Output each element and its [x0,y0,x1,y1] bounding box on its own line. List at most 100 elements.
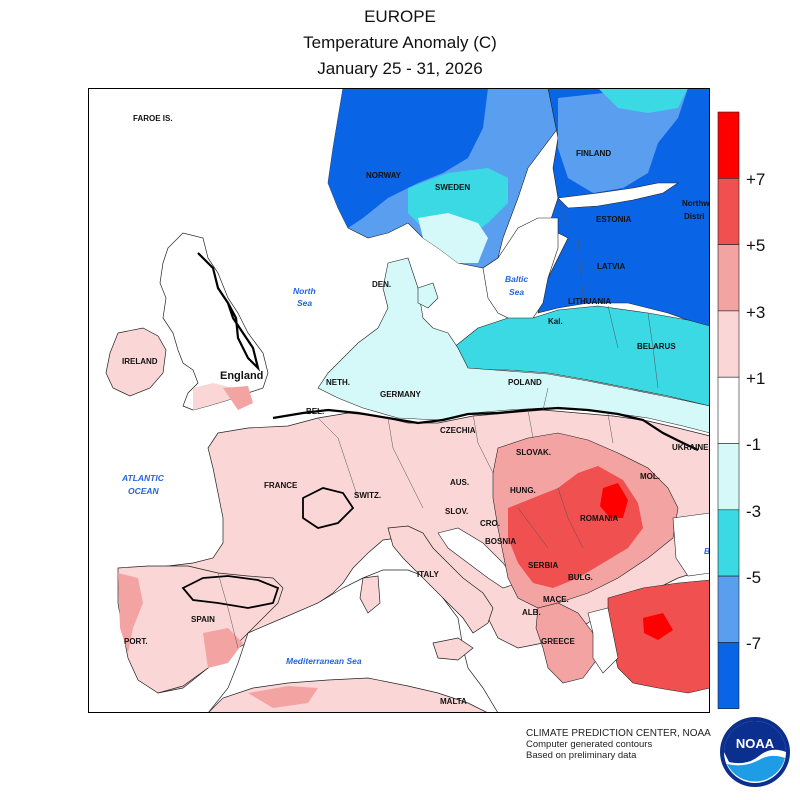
anomaly-lightcyan-sweden [418,213,488,263]
legend-bin-3 [717,310,740,378]
anomaly-cyan-belarus [452,305,710,407]
map-label-atlantic-2: OCEAN [128,486,160,496]
legend-label-plus-7: +7 [746,170,765,189]
aegean-sea [587,607,619,674]
map-label-czechia: CZECHIA [440,426,476,435]
credits-data-note: Based on preliminary data [526,750,637,761]
anomaly-med-pink-spain-south [203,628,243,668]
land-sardinia [359,575,381,614]
map-label-estonia: ESTONIA [596,215,632,224]
map-label-ireland: IRELAND [122,357,158,366]
legend-label-plus-1: +1 [746,369,765,388]
title-region: EUROPE [364,7,436,26]
map-label-sweden: SWEDEN [435,183,470,192]
map-label-northwest-2: Distri [684,212,704,221]
map-label-england: England [220,370,263,382]
noaa-logo-sky [724,721,786,764]
black-sea [672,512,710,577]
land-denmark-islands [417,282,439,309]
map-label-port: PORT. [124,637,148,646]
anomaly-bright-red-turkey [643,613,673,640]
legend-bin-0 [717,111,740,179]
map-label-serbia: SERBIA [528,561,558,570]
map-label-romania: ROMANIA [580,514,618,523]
map-label-den: DEN. [372,280,391,289]
anomaly-blue-finland [558,88,688,193]
map-label-med-sea: Mediterranean Sea [286,656,362,666]
zero-contour-iberia [181,575,280,609]
legend-label-minus-7: -7 [746,634,761,653]
map-frame [88,88,710,713]
adriatic-sea [437,527,519,589]
map-label-northwest-1: Northw [682,199,710,208]
gulf-of-finland [557,182,679,209]
map-label-latvia: LATVIA [597,262,626,271]
legend-label-minus-1: -1 [746,435,761,454]
map-label-cro: CRO. [480,519,500,528]
map-label-north-sea-2: Sea [297,298,312,308]
color-legend: +7 +5 +3 +1 -1 -3 -5 -7 [717,111,765,710]
legend-bin-8 [717,642,740,710]
noaa-logo: NOAA [720,717,790,787]
map-label-maced: MACE. [543,595,569,604]
legend-bin-6 [717,509,740,577]
map-label-kal: Kal. [548,317,563,326]
anomaly-cyan-finland-north [598,88,688,113]
legend-label-minus-3: -3 [746,502,761,521]
map-label-poland: POLAND [508,378,542,387]
legend-label-minus-5: -5 [746,568,761,587]
zero-contour-central [272,406,699,451]
map-label-faroe: FAROE IS. [133,114,173,123]
map-label-italy: ITALY [417,570,439,579]
map-label-slovak: SLOVAK. [516,448,551,457]
map-label-france: FRANCE [264,481,298,490]
anomaly-dark-blue-norway [328,88,488,228]
anomaly-med-pink-africa [248,686,318,708]
map-label-belarus: BELARUS [637,342,676,351]
noaa-logo-sea [727,755,785,782]
legend-bin-1 [717,178,740,245]
anomaly-map: FAROE IS. NORWAY SWEDEN FINLAND ESTONIA … [88,88,710,713]
map-label-hung: HUNG. [510,486,536,495]
map-label-ukraine: UKRAINE [672,443,709,452]
anomaly-pink-england-west [223,386,253,410]
map-label-slov: SLOV. [445,507,468,516]
land-greece [535,602,599,684]
map-label-greece: GREECE [541,637,575,646]
map-label-bel: BEL. [306,407,324,416]
legend-bin-4 [717,376,740,444]
map-label-bosnia: BOSNIA [485,537,516,546]
title-block: EUROPE Temperature Anomaly (C) January 2… [0,4,800,82]
credits-method: Computer generated contours [526,739,653,750]
map-label-finland: FINLAND [576,149,611,158]
country-borders [217,197,659,649]
map-label-atlantic-1: ATLANTIC [121,473,165,483]
mediterranean-sea [207,569,499,713]
map-label-spain: SPAIN [191,615,215,624]
map-label-germany: GERMANY [380,390,422,399]
land-italy [387,525,494,634]
map-label-baltic-sea-2: Sea [509,287,524,297]
land-sicily [432,637,474,661]
baltic-sea [482,217,559,324]
legend-bin-2 [717,244,740,312]
credits: CLIMATE PREDICTION CENTER, NOAA Computer… [526,728,711,761]
zero-contour-alps [302,487,355,529]
map-label-switz: SWITZ. [354,491,381,500]
map-label-norway: NORWAY [366,171,402,180]
title-date-range: January 25 - 31, 2026 [317,59,483,78]
anomaly-lightcyan-central [317,257,710,434]
map-label-north-sea-1: North [293,286,316,296]
map-label-lithuania: LITHUANIA [568,297,611,306]
map-label-mol: MOL. [640,472,660,481]
credits-org: CLIMATE PREDICTION CENTER, NOAA [526,728,711,739]
legend-bin-7 [717,575,740,643]
noaa-logo-text: NOAA [736,736,775,751]
map-label-alb: ALB. [522,608,541,617]
map-label-baltic-sea-1: Baltic [505,274,528,284]
anomaly-med-pink-portugal [118,573,143,653]
map-label-neth: NETH. [326,378,350,387]
legend-label-plus-3: +3 [746,303,765,322]
legend-bin-5 [717,443,740,511]
zero-contour-britain [197,252,261,372]
